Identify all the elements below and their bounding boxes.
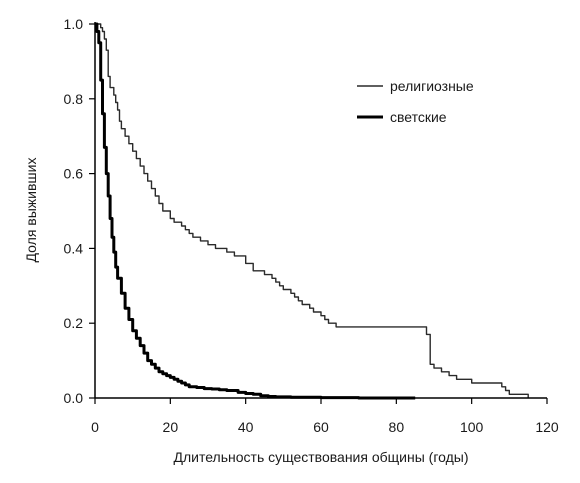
plot-lines [95,22,529,400]
x-tick-label: 20 [163,419,179,435]
legend-label-religious: религиозные [390,78,474,94]
y-tick-label: 0.0 [64,390,84,406]
series-line-religious [95,23,529,398]
y-tick-label: 0.8 [64,91,84,107]
legend: религиозные светские [357,78,474,125]
x-tick-label: 0 [91,419,99,435]
x-tick-label: 40 [238,419,254,435]
x-tick-label: 80 [389,419,405,435]
y-tick-label: 0.6 [64,166,84,182]
x-tick-label: 60 [313,419,329,435]
y-ticks: 0.0 0.2 0.4 0.6 0.8 1.0 [64,16,95,406]
x-ticks: 0 20 40 60 80 100 120 [91,398,559,435]
y-tick-label: 1.0 [64,16,84,32]
series-line-secular [95,22,416,400]
x-tick-label: 100 [460,419,484,435]
y-tick-label: 0.2 [64,315,84,331]
y-axis-title: Доля выживших [23,158,39,263]
y-tick-label: 0.4 [64,240,84,256]
legend-label-secular: светские [390,109,447,125]
x-tick-label: 120 [535,419,559,435]
x-axis-title: Длительность существования общины (годы) [174,449,469,465]
